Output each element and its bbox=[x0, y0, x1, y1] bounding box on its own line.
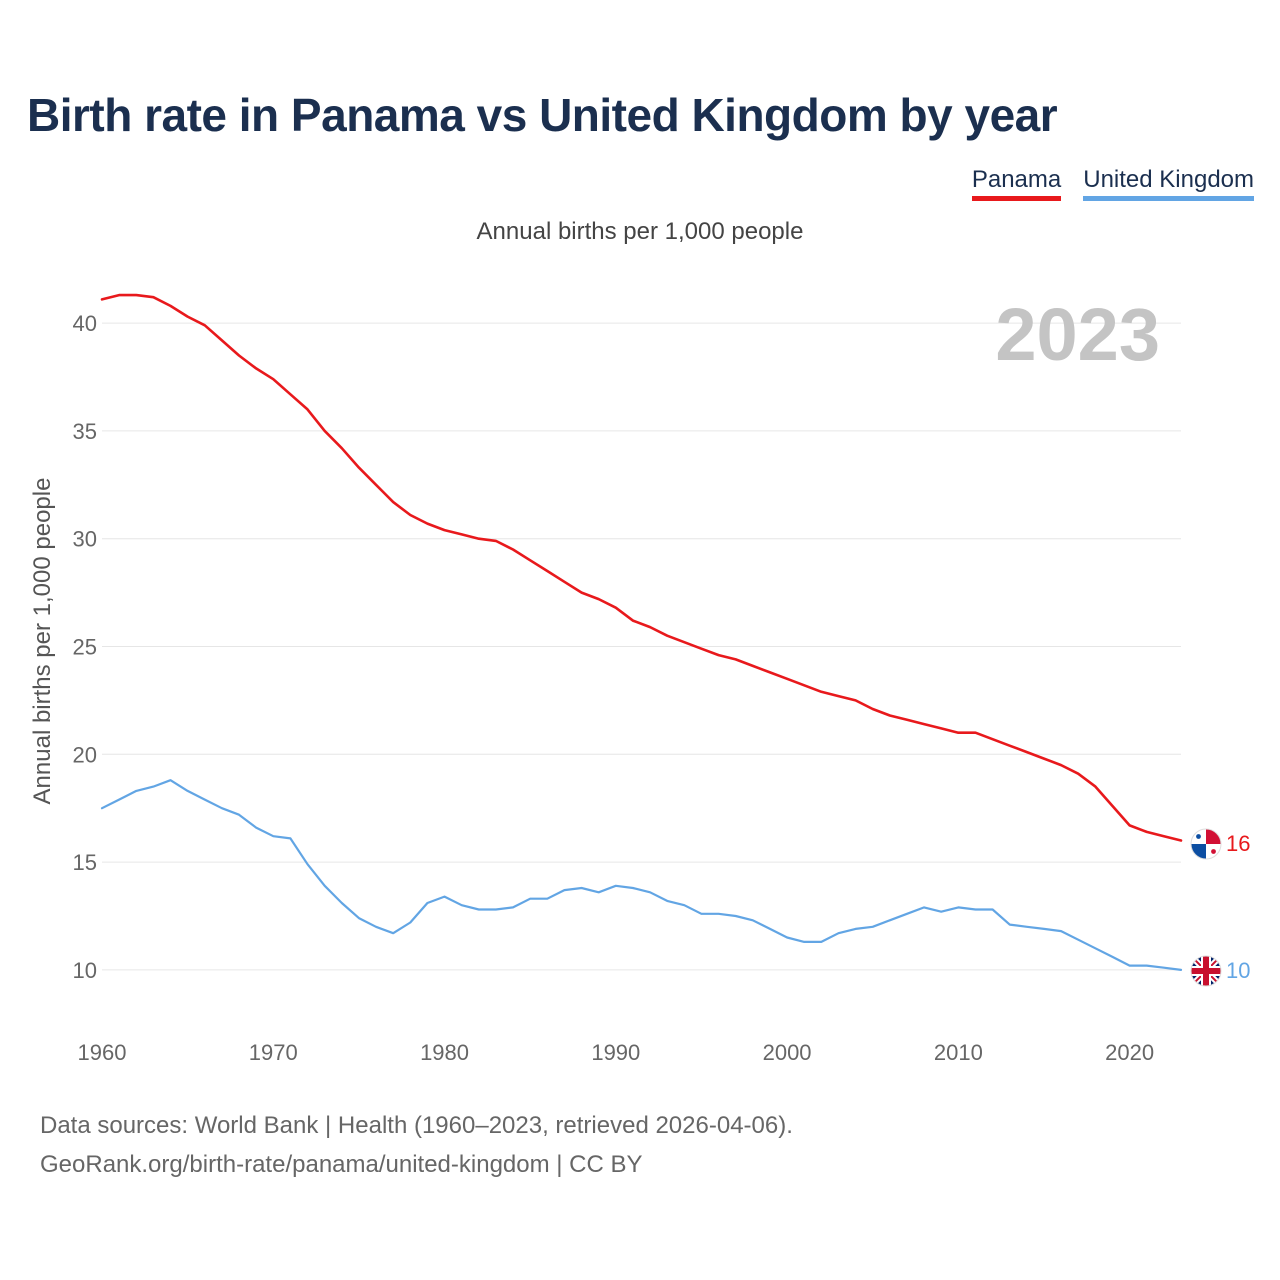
united-kingdom-flag-icon bbox=[1190, 955, 1222, 987]
x-axis-ticks: 1960 1970 1980 1990 2000 2010 2020 bbox=[78, 1040, 1155, 1065]
end-label-united-kingdom: 10 bbox=[1226, 958, 1250, 983]
series-line-panama[interactable] bbox=[100, 293, 1183, 842]
y-axis-label: Annual births per 1,000 people bbox=[29, 478, 56, 805]
x-tick-label: 2000 bbox=[763, 1040, 812, 1065]
y-tick-label: 10 bbox=[73, 958, 97, 983]
chart-title: Birth rate in Panama vs United Kingdom b… bbox=[27, 89, 1058, 141]
y-axis-ticks: 10 15 20 25 30 35 40 bbox=[73, 311, 97, 983]
x-tick-label: 1960 bbox=[78, 1040, 127, 1065]
y-tick-label: 30 bbox=[73, 527, 97, 552]
x-tick-label: 2020 bbox=[1105, 1040, 1154, 1065]
source-link[interactable]: GeoRank.org/birth-rate/panama/united-kin… bbox=[40, 1151, 643, 1178]
y-tick-label: 20 bbox=[73, 742, 97, 767]
year-watermark: 2023 bbox=[995, 293, 1160, 376]
y-tick-label: 15 bbox=[73, 850, 97, 875]
y-tick-label: 25 bbox=[73, 635, 97, 660]
legend-item-panama[interactable]: Panama bbox=[971, 166, 1062, 201]
gridlines bbox=[102, 322, 1181, 971]
panama-flag-icon bbox=[1190, 828, 1222, 860]
x-tick-label: 1970 bbox=[249, 1040, 298, 1065]
data-sources-text: Data sources: World Bank | Health (1960–… bbox=[40, 1112, 793, 1139]
series-line-united-kingdom[interactable] bbox=[100, 779, 1183, 972]
footer: Data sources: World Bank | Health (1960–… bbox=[40, 1106, 793, 1184]
y-tick-label: 40 bbox=[73, 311, 97, 336]
x-tick-label: 1980 bbox=[420, 1040, 469, 1065]
x-tick-label: 2010 bbox=[934, 1040, 983, 1065]
legend: Panama United Kingdom bbox=[971, 166, 1254, 201]
x-tick-label: 1990 bbox=[591, 1040, 640, 1065]
y-tick-label: 35 bbox=[73, 419, 97, 444]
chart-subtitle: Annual births per 1,000 people bbox=[476, 218, 804, 245]
series-lines bbox=[100, 293, 1183, 972]
legend-item-united-kingdom[interactable]: United Kingdom bbox=[1083, 166, 1254, 201]
end-label-panama: 16 bbox=[1226, 831, 1250, 856]
